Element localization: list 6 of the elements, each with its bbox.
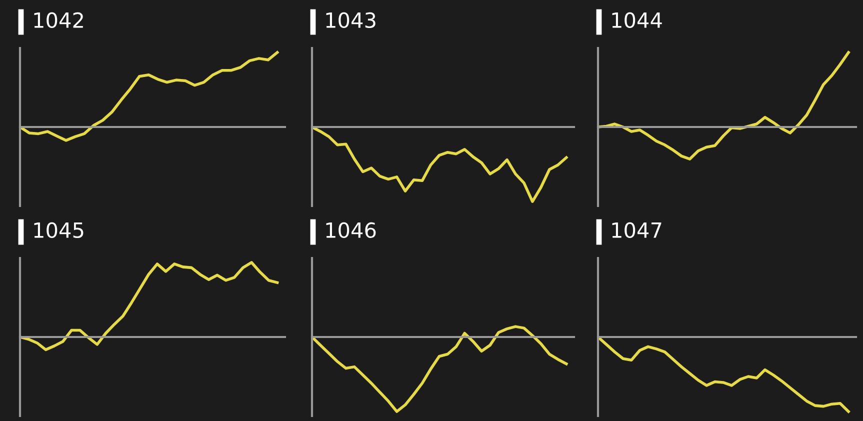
chart-title: 1042 [34,12,83,28]
chart-title: 1044 [612,12,662,28]
chart-title: 1046 [326,222,376,238]
chart-title: 1043 [326,12,376,28]
chart-title: 1047 [612,222,662,238]
chart-title: 1045 [34,222,84,238]
